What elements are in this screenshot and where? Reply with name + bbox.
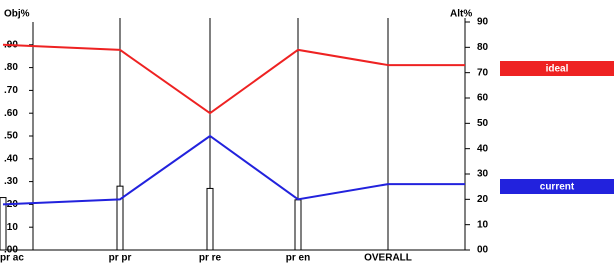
y2-tick-label: 80 [477, 42, 489, 53]
y2-tick-label: 70 [477, 67, 489, 78]
x-tick-label: pr en [286, 253, 310, 263]
x-tick-label: pr pr [109, 253, 132, 263]
bar [295, 200, 301, 250]
y-axis-title: Obj% [4, 9, 30, 20]
y-tick-label: .70 [4, 85, 18, 96]
series-line [3, 136, 388, 204]
series-line [3, 45, 388, 113]
y2-tick-label: 90 [477, 17, 489, 28]
bar [117, 186, 123, 250]
y2-tick-label: 20 [477, 194, 489, 205]
y2-axis-title: Alt% [450, 9, 472, 20]
x-tick-label: pr ac [0, 253, 24, 263]
bar [207, 188, 213, 250]
chart: Obj% Alt% .00.10.20.30.40.50.60.70.80.90… [0, 0, 614, 263]
y2-tick-label: 30 [477, 169, 489, 180]
y2-tick-label: 50 [477, 118, 489, 129]
x-tick-label: pr re [199, 253, 222, 263]
y2-tick-label: 60 [477, 93, 489, 104]
legend-label: current [540, 182, 575, 193]
y2-tick-label: 40 [477, 143, 489, 154]
x-tick-label: OVERALL [364, 253, 412, 263]
y-tick-label: .80 [4, 62, 18, 73]
y-tick-label: .50 [4, 131, 18, 142]
bar [0, 198, 6, 250]
y-tick-label: .40 [4, 153, 18, 164]
y-tick-label: .30 [4, 176, 18, 187]
y2-tick-label: 00 [477, 245, 489, 256]
legend-label: ideal [546, 64, 569, 75]
y-tick-label: .60 [4, 108, 18, 119]
y2-tick-label: 10 [477, 219, 489, 230]
